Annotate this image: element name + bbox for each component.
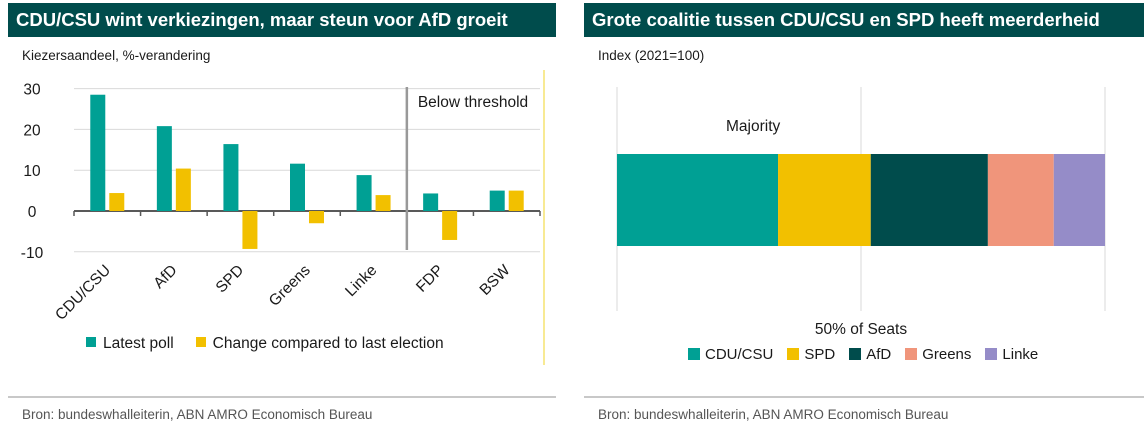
right-chart-subtitle: Index (2021=100) (598, 48, 705, 63)
right-stacked-bar-chart: Majority 50% of Seats (616, 87, 1106, 338)
bar-latest-poll-bsw (489, 190, 505, 211)
x-tick-label: SPD (213, 262, 248, 297)
legend-label: Change compared to last election (212, 335, 444, 352)
legend-item-cdu-csu: CDU/CSU (688, 346, 773, 363)
x-tick-label: BSW (477, 262, 514, 299)
bar-latest-poll-linke (356, 175, 372, 211)
legend-label: Greens (922, 346, 972, 363)
bar-latest-poll-greens (290, 163, 305, 211)
majority-annotation: Majority (726, 118, 781, 135)
y-tick-label: -10 (21, 245, 44, 262)
threshold-annotation: Below threshold (418, 94, 528, 111)
legend-swatch (195, 337, 206, 347)
legend-swatch (905, 348, 918, 360)
x-tick-label: Greens (266, 262, 314, 310)
legend-label: AfD (866, 346, 892, 363)
legend-item-linke: Linke (985, 346, 1038, 363)
x-tick-label: Linke (342, 262, 380, 300)
bar-change-compared-to-last-election-spd (242, 211, 258, 249)
left-chart-panel: CDU/CSU wint verkiezingen, maar steun vo… (8, 0, 556, 428)
bar-change-compared-to-last-election-bsw (508, 190, 524, 211)
segment-afd (870, 154, 988, 246)
legend-item-spd: SPD (787, 346, 835, 363)
legend-item-greens: Greens (905, 346, 971, 363)
bar-change-compared-to-last-election-cdu-csu (109, 193, 125, 211)
bar-latest-poll-afd (156, 126, 172, 211)
bar-change-compared-to-last-election-afd (175, 168, 191, 211)
left-footer-rule (8, 396, 556, 398)
legend-label: Linke (1002, 346, 1039, 363)
segment-linke (1053, 154, 1105, 246)
bar-latest-poll-fdp (423, 193, 439, 211)
legend-label: Latest poll (103, 335, 174, 352)
right-chart-legend: CDU/CSU SPD AfD Greens Linke (688, 346, 1052, 363)
y-tick-label: 10 (23, 163, 41, 180)
left-chart-title: CDU/CSU wint verkiezingen, maar steun vo… (8, 3, 556, 37)
legend-label: CDU/CSU (705, 346, 774, 363)
reference-line-label: 50% of Seats (815, 321, 907, 338)
left-chart-source: Bron: bundeswhalleiterin, ABN AMRO Econo… (22, 407, 373, 422)
legend-item-afd: AfD (849, 346, 891, 363)
legend-swatch (86, 337, 96, 347)
right-chart-title: Grote coalitie tussen CDU/CSU en SPD hee… (584, 3, 1144, 37)
x-tick-label: FDP (413, 262, 447, 296)
y-tick-label: 0 (28, 204, 37, 221)
y-tick-label: 30 (23, 82, 41, 99)
y-tick-label: 20 (23, 122, 41, 139)
segment-cdu-csu (617, 154, 779, 246)
left-bar-chart: -10 0 10 20 30 CDU/CSU AfD SPD Greens Linke FDP BSW… (21, 70, 545, 365)
bar-latest-poll-cdu-csu (90, 94, 106, 211)
right-footer-rule (584, 396, 1144, 398)
left-chart-subtitle: Kiezersaandeel, %-verandering (22, 48, 211, 63)
bar-change-compared-to-last-election-fdp (442, 211, 458, 240)
legend-item-latest-poll: Latest poll (86, 335, 174, 353)
bar-change-compared-to-last-election-greens (309, 211, 324, 224)
x-tick-label: CDU/CSU (52, 262, 114, 324)
bar-latest-poll-spd (223, 144, 239, 211)
legend-swatch (787, 348, 800, 360)
legend-swatch (985, 348, 998, 360)
legend-swatch (688, 348, 700, 360)
left-chart-legend: Latest poll Change compared to last elect… (86, 335, 466, 353)
segment-spd (778, 154, 871, 246)
x-tick-label: AfD (150, 262, 180, 292)
bar-change-compared-to-last-election-linke (375, 195, 391, 211)
right-chart-panel: Grote coalitie tussen CDU/CSU en SPD hee… (584, 0, 1144, 428)
legend-label: SPD (804, 346, 836, 363)
right-chart-source: Bron: bundeswhalleiterin, ABN AMRO Econo… (598, 407, 949, 422)
legend-item-change-compared-to-last-election: Change compared to last election (195, 335, 444, 353)
segment-greens (987, 154, 1054, 246)
legend-swatch (849, 348, 862, 360)
